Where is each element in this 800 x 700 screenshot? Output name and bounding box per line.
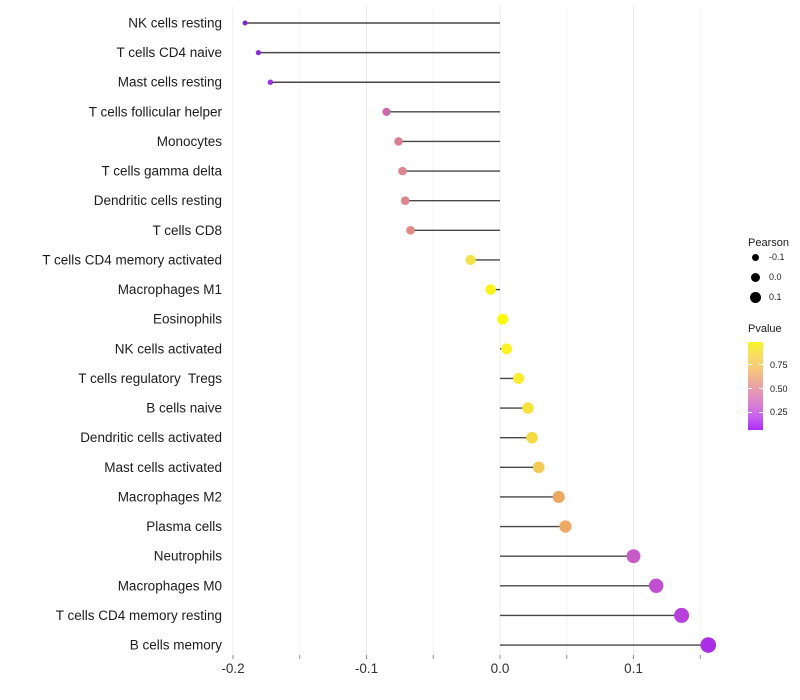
pearson-legend-title: Pearson xyxy=(748,237,789,249)
dot xyxy=(559,520,572,533)
pearson-legend-dot-icon xyxy=(751,253,759,261)
category-label: T cells CD8 xyxy=(152,223,222,238)
category-label: Mast cells resting xyxy=(118,75,222,90)
colorbar-tick xyxy=(759,411,763,413)
category-label: B cells memory xyxy=(130,638,223,653)
dot xyxy=(382,107,391,116)
category-label: Monocytes xyxy=(157,134,223,149)
dot xyxy=(552,490,565,504)
category-label: T cells gamma delta xyxy=(101,164,222,179)
dot xyxy=(400,196,410,206)
dot xyxy=(526,431,538,444)
pvalue-legend-title: Pvalue xyxy=(748,323,782,335)
dot xyxy=(497,313,509,325)
category-label: Macrophages M2 xyxy=(118,489,222,504)
pvalue-legend-tick-label: 0.75 xyxy=(770,359,788,370)
pvalue-legend-tick-label: 0.50 xyxy=(770,383,788,394)
dot xyxy=(255,50,261,56)
pearson-legend-entry: 0.1 xyxy=(748,289,782,305)
category-label: T cells regulatory Tregs xyxy=(78,371,222,386)
colorbar-tick xyxy=(748,388,752,390)
colorbar-tick xyxy=(759,388,763,390)
pearson-legend-dot-icon xyxy=(750,272,760,282)
pearson-legend-dot-icon xyxy=(749,291,761,303)
pvalue-legend-tick-label: 0.25 xyxy=(770,407,788,418)
category-label: T cells CD4 memory activated xyxy=(42,252,222,267)
category-label: Dendritic cells activated xyxy=(80,430,222,445)
category-label: T cells CD4 memory resting xyxy=(56,608,222,623)
dot xyxy=(406,225,415,235)
x-axis-tick-label: -0.1 xyxy=(355,661,378,676)
dot xyxy=(242,20,248,26)
x-axis-tick-label: -0.2 xyxy=(221,661,244,676)
dot xyxy=(648,578,664,593)
dot xyxy=(398,166,407,176)
pvalue-colorbar xyxy=(748,342,763,430)
category-label: Eosinophils xyxy=(153,312,222,327)
category-label: NK cells resting xyxy=(128,16,222,31)
pearson-legend-entry-label: 0.1 xyxy=(769,292,782,302)
colorbar-tick xyxy=(748,364,752,366)
colorbar-tick xyxy=(748,411,752,413)
category-label: B cells naive xyxy=(146,401,222,416)
x-axis-tick-label: 0.1 xyxy=(624,661,643,676)
category-label: Macrophages M0 xyxy=(118,578,222,593)
category-label: Neutrophils xyxy=(154,549,223,564)
category-label: Macrophages M1 xyxy=(118,282,222,297)
dot xyxy=(267,79,274,85)
dot xyxy=(501,343,513,355)
dot xyxy=(700,637,717,653)
category-label: T cells follicular helper xyxy=(89,104,223,119)
category-label: NK cells activated xyxy=(115,341,222,356)
x-axis-tick-label: 0.0 xyxy=(491,661,510,676)
colorbar-tick xyxy=(759,364,763,366)
dot xyxy=(674,607,690,623)
dot xyxy=(532,461,545,474)
pearson-legend-entry: 0.0 xyxy=(748,269,782,285)
category-label: Mast cells activated xyxy=(104,460,222,475)
dot xyxy=(626,549,641,564)
dot xyxy=(522,402,534,414)
dot xyxy=(513,372,525,385)
category-label: Plasma cells xyxy=(146,519,222,534)
category-label: T cells CD4 naive xyxy=(116,45,222,60)
pearson-legend-entry-label: -0.1 xyxy=(769,252,785,262)
pearson-legend-entry: -0.1 xyxy=(748,249,785,265)
dot xyxy=(394,137,403,146)
category-label: Dendritic cells resting xyxy=(94,193,222,208)
pearson-legend-entry-label: 0.0 xyxy=(769,272,782,282)
dot xyxy=(485,284,496,295)
dot xyxy=(465,254,476,266)
